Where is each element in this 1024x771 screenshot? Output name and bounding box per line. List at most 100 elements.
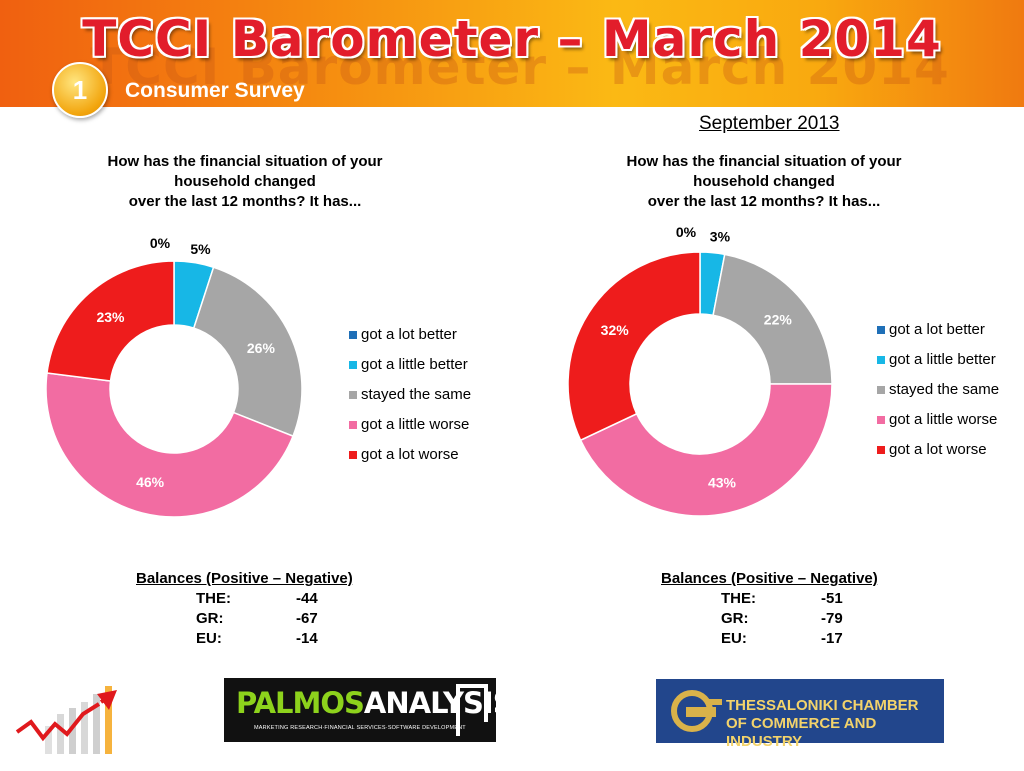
left-balance-row-eu: EU: -14 [136,629,436,649]
balance-value: -44 [296,590,318,607]
left-question-line-1: How has the financial situation of your [107,153,383,170]
legend-item: got a lot better [349,320,471,350]
right-balance-row-eu: EU: -17 [661,629,961,649]
palmos-tagline: MARKETING RESEARCH·FINANCIAL SERVICES·SO… [254,725,466,731]
legend-swatch [349,391,357,399]
legend-label: got a little worse [361,416,470,433]
balance-label: GR: [196,610,224,627]
section-number-badge: 1 [52,62,108,118]
tcci-line-2: OF COMMERCE AND INDUSTRY [726,715,877,750]
balance-value: -67 [296,610,318,627]
legend-item: got a lot worse [877,435,999,465]
legend-swatch [349,331,357,339]
gear-emblem-icon [671,690,722,732]
page-title: TCCI Barometer – March 2014 [82,10,942,68]
palmos-wordmark: PALMOSANALYSIS [236,686,514,720]
left-chart-question: How has the financial situation of your … [65,152,425,212]
palmos-word-a: PALMOS [236,686,365,720]
legend-item: stayed the same [349,380,471,410]
legend-swatch [877,446,885,454]
right-balances: Balances (Positive – Negative) THE: -51 G… [661,570,961,649]
legend-label: got a little better [889,351,996,368]
left-question-line-2: household changed [174,173,316,190]
data-label: 22% [764,312,793,328]
slice-stayed-the-same [192,266,303,438]
legend-item: got a little better [877,345,999,375]
legend-item: stayed the same [877,375,999,405]
data-label: 3% [710,229,731,245]
palmos-analysis-logo: PALMOSANALYSIS MARKETING RESEARCH·FINANC… [224,678,514,742]
legend-swatch [877,386,885,394]
balance-label: EU: [721,630,747,647]
balance-value: -79 [821,610,843,627]
data-label: 43% [708,475,737,491]
legend-swatch [877,326,885,334]
title-reflection: TCCI Barometer – March 2014 [90,38,950,96]
legend-swatch [877,356,885,364]
balance-label: THE: [721,590,756,607]
palmos-p-icon [456,684,488,722]
legend-item: got a lot better [877,315,999,345]
legend-swatch [877,416,885,424]
left-balance-row-gr: GR: -67 [136,609,436,629]
balance-value: -17 [821,630,843,647]
data-label: 26% [247,340,276,356]
palmos-word-b: ANALYSIS [363,686,514,720]
right-chart-question: How has the financial situation of your … [584,152,944,212]
right-chart-legend: got a lot better got a little better staye… [877,315,999,465]
right-balances-heading: Balances (Positive – Negative) [661,570,878,587]
legend-swatch [349,451,357,459]
right-question-line-1: How has the financial situation of your [626,153,902,170]
legend-item: got a little better [349,350,471,380]
section-subtitle: Consumer Survey [125,79,305,102]
right-balance-row-gr: GR: -79 [661,609,961,629]
tcci-line-1: THESSALONIKI CHAMBER [726,697,919,714]
header-banner [0,0,1024,107]
data-label: 23% [96,309,125,325]
legend-label: got a lot worse [889,441,987,458]
legend-label: got a lot better [361,326,457,343]
legend-item: got a little worse [349,410,471,440]
data-label: 0% [150,235,171,251]
slice-got-a-lot-worse [567,251,701,442]
legend-label: stayed the same [889,381,1000,398]
left-donut-chart: 0% 5% 26% 46% 23% [45,235,303,518]
balance-label: GR: [721,610,749,627]
growth-arrow-icon [15,686,117,754]
left-balances-heading: Balances (Positive – Negative) [136,570,353,587]
legend-item: got a little worse [877,405,999,435]
legend-item: got a lot worse [349,440,471,470]
right-question-line-3: over the last 12 months? It has... [647,193,881,210]
balance-label: EU: [196,630,222,647]
data-label: 0% [676,224,697,240]
palmos-p-icon-stem [456,710,460,736]
balance-value: -51 [821,590,843,607]
data-label: 5% [190,241,211,257]
legend-label: got a lot better [889,321,985,338]
data-label: 32% [601,322,630,338]
left-chart-legend: got a lot better got a little better staye… [349,320,471,470]
legend-label: got a lot worse [361,446,459,463]
balance-label: THE: [196,590,231,607]
legend-label: stayed the same [361,386,472,403]
legend-swatch [349,361,357,369]
tcci-name: THESSALONIKI CHAMBER OF COMMERCE AND IND… [726,697,944,751]
slice-stayed-the-same [712,253,833,385]
slice-got-a-lot-worse [46,260,175,382]
left-balances: Balances (Positive – Negative) THE: -44 G… [136,570,436,649]
growth-chart-logo [15,674,160,766]
left-balance-row-the: THE: -44 [136,589,436,609]
right-chart-period: September 2013 [699,113,840,134]
slice-got-a-little-worse [579,383,833,517]
data-label: 46% [136,474,165,490]
left-question-line-3: over the last 12 months? It has... [128,193,362,210]
right-question-line-2: household changed [693,173,835,190]
right-donut-chart: 0% 3% 22% 43% 32% [567,224,833,517]
legend-swatch [349,421,357,429]
right-balance-row-the: THE: -51 [661,589,961,609]
legend-label: got a little worse [889,411,998,428]
slice-got-a-little-worse [45,372,294,518]
legend-label: got a little better [361,356,468,373]
balance-value: -14 [296,630,318,647]
tcci-logo: THESSALONIKI CHAMBER OF COMMERCE AND IND… [656,679,944,750]
